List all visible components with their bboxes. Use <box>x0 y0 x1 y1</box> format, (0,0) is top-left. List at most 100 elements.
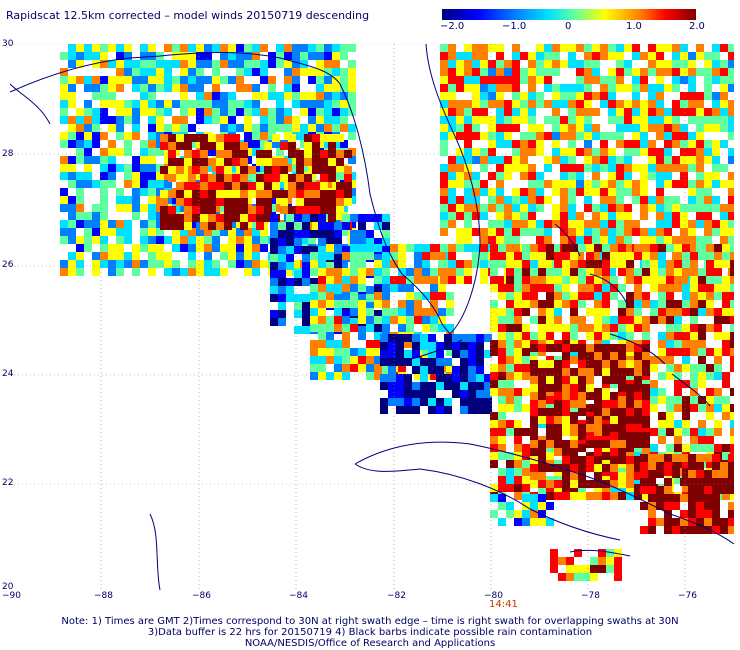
wind-cell <box>414 268 422 276</box>
wind-cell <box>610 324 618 332</box>
wind-cell <box>448 76 456 84</box>
wind-cell <box>480 60 488 68</box>
wind-cell <box>326 252 334 260</box>
wind-cell <box>602 376 610 384</box>
wind-cell <box>658 356 666 364</box>
wind-cell <box>730 436 734 444</box>
wind-cell <box>440 196 448 204</box>
wind-cell <box>116 76 124 84</box>
wind-cell <box>164 68 172 76</box>
wind-cell <box>348 92 356 100</box>
wind-cell <box>264 150 272 158</box>
wind-cell <box>682 412 690 420</box>
wind-cell <box>232 198 240 206</box>
wind-cell <box>688 486 696 494</box>
wind-cell <box>496 212 504 220</box>
wind-cell <box>634 344 642 352</box>
wind-cell <box>428 398 436 406</box>
wind-cell <box>496 44 504 52</box>
wind-cell <box>586 416 594 424</box>
wind-cell <box>488 92 496 100</box>
wind-cell <box>448 92 456 100</box>
wind-cell <box>498 340 506 348</box>
wind-cell <box>712 486 720 494</box>
wind-cell <box>412 406 420 414</box>
wind-cell <box>212 92 220 100</box>
wind-cell <box>490 428 498 436</box>
wind-cell <box>674 364 682 372</box>
wind-cell <box>712 164 720 172</box>
wind-cell <box>712 502 720 510</box>
wind-cell <box>236 60 244 68</box>
wind-cell <box>440 92 448 100</box>
wind-cell <box>148 244 156 252</box>
wind-cell <box>388 350 396 358</box>
wind-cell <box>374 260 382 268</box>
wind-cell <box>440 260 448 268</box>
wind-cell <box>264 206 272 214</box>
wind-cell <box>560 84 568 92</box>
wind-cell <box>140 92 148 100</box>
wind-cell <box>294 326 302 334</box>
wind-cell <box>722 260 730 268</box>
wind-cell <box>714 404 722 412</box>
wind-cell <box>626 292 634 300</box>
wind-cell <box>232 134 240 142</box>
wind-cell <box>332 60 340 68</box>
wind-cell <box>324 68 332 76</box>
wind-cell <box>496 84 504 92</box>
wind-cell <box>680 220 688 228</box>
wind-cell <box>252 124 260 132</box>
wind-cell <box>228 108 236 116</box>
wind-cell <box>546 408 554 416</box>
wind-cell <box>714 396 722 404</box>
wind-cell <box>284 60 292 68</box>
wind-cell <box>348 132 356 140</box>
wind-cell <box>730 412 734 420</box>
wind-cell <box>608 212 616 220</box>
wind-cell <box>618 308 626 316</box>
wind-cell <box>666 316 674 324</box>
wind-cell <box>448 180 456 188</box>
wind-cell <box>284 92 292 100</box>
wind-cell <box>148 188 156 196</box>
wind-cell <box>618 324 626 332</box>
wind-cell <box>574 565 582 573</box>
wind-cell <box>490 324 498 332</box>
wind-cell <box>680 180 688 188</box>
wind-cell <box>680 494 688 502</box>
wind-cell <box>714 364 722 372</box>
wind-cell <box>464 188 472 196</box>
wind-cell <box>108 228 116 236</box>
wind-cell <box>252 132 260 140</box>
wind-cell <box>256 182 264 190</box>
wind-cell <box>704 454 712 462</box>
wind-cell <box>570 316 578 324</box>
wind-cell <box>172 100 180 108</box>
wind-cell <box>84 44 92 52</box>
wind-cell <box>334 238 342 246</box>
wind-cell <box>60 164 68 172</box>
wind-cell <box>682 396 690 404</box>
wind-cell <box>132 124 140 132</box>
wind-cell <box>350 356 358 364</box>
wind-cell <box>464 180 472 188</box>
wind-cell <box>600 180 608 188</box>
wind-cell <box>720 140 728 148</box>
wind-cell <box>664 454 672 462</box>
wind-cell <box>244 68 252 76</box>
wind-cell <box>570 428 578 436</box>
wind-cell <box>380 406 388 414</box>
wind-cell <box>552 84 560 92</box>
wind-cell <box>568 156 576 164</box>
wind-cell <box>84 52 92 60</box>
wind-cell <box>522 276 530 284</box>
wind-cell <box>286 230 294 238</box>
wind-cell <box>656 180 664 188</box>
wind-cell <box>642 352 650 360</box>
wind-cell <box>456 52 464 60</box>
wind-cell <box>334 324 342 332</box>
wind-cell <box>464 172 472 180</box>
wind-cell <box>712 196 720 204</box>
wind-cell <box>244 108 252 116</box>
